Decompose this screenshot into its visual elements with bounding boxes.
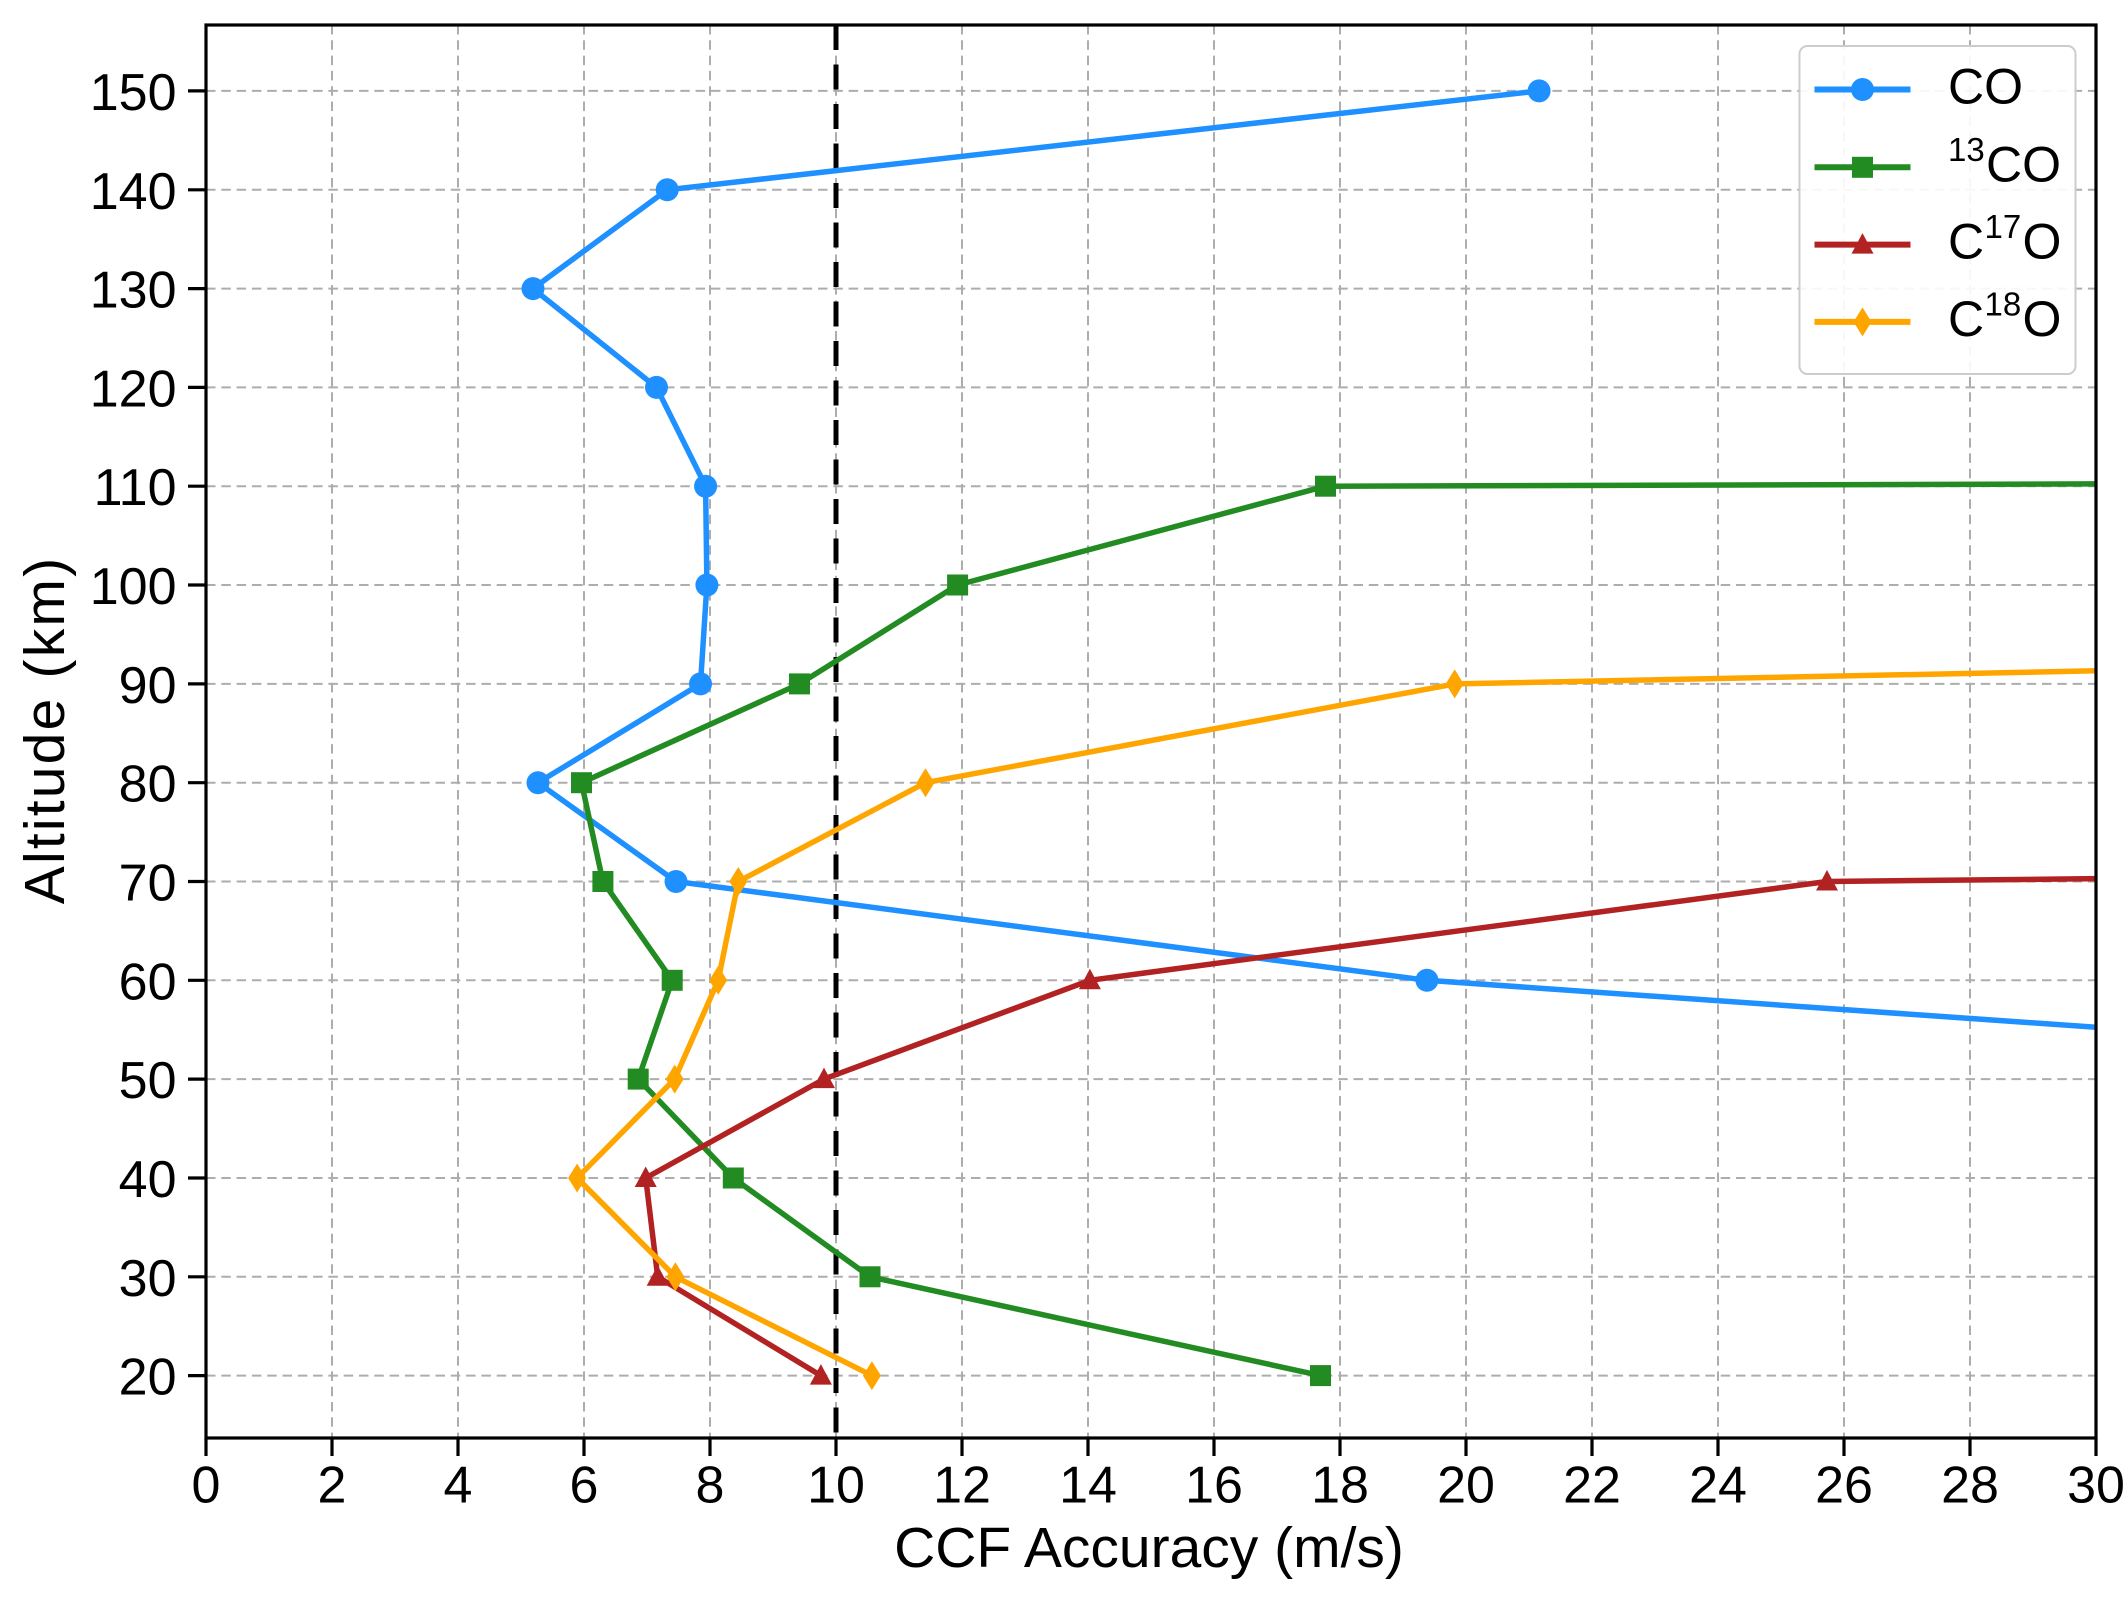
svg-text:140: 140 bbox=[90, 163, 177, 221]
svg-text:90: 90 bbox=[119, 657, 177, 715]
svg-text:CCF Accuracy (m/s): CCF Accuracy (m/s) bbox=[894, 1516, 1404, 1580]
svg-text:22: 22 bbox=[1563, 1457, 1621, 1515]
svg-text:120: 120 bbox=[90, 360, 177, 418]
svg-text:13: 13 bbox=[1948, 131, 1985, 168]
svg-text:C: C bbox=[1948, 214, 1984, 270]
svg-text:26: 26 bbox=[1815, 1457, 1873, 1515]
svg-text:30: 30 bbox=[119, 1250, 177, 1308]
svg-text:40: 40 bbox=[119, 1151, 177, 1209]
svg-text:4: 4 bbox=[444, 1457, 473, 1515]
svg-text:8: 8 bbox=[696, 1457, 725, 1515]
svg-text:16: 16 bbox=[1185, 1457, 1243, 1515]
svg-text:60: 60 bbox=[119, 953, 177, 1011]
svg-text:20: 20 bbox=[1437, 1457, 1495, 1515]
svg-text:O: O bbox=[2023, 214, 2062, 270]
svg-text:20: 20 bbox=[119, 1349, 177, 1407]
svg-text:O: O bbox=[2023, 291, 2062, 347]
svg-text:CO: CO bbox=[1986, 136, 2061, 192]
svg-text:150: 150 bbox=[90, 64, 177, 122]
svg-text:17: 17 bbox=[1985, 208, 2022, 245]
svg-text:50: 50 bbox=[119, 1052, 177, 1110]
svg-text:CO: CO bbox=[1948, 59, 2023, 115]
svg-text:110: 110 bbox=[94, 459, 177, 517]
svg-text:14: 14 bbox=[1059, 1457, 1117, 1515]
svg-text:0: 0 bbox=[192, 1457, 221, 1515]
svg-text:18: 18 bbox=[1985, 285, 2022, 322]
svg-text:C: C bbox=[1948, 291, 1984, 347]
svg-text:30: 30 bbox=[2067, 1457, 2125, 1515]
svg-text:24: 24 bbox=[1689, 1457, 1747, 1515]
svg-text:100: 100 bbox=[90, 558, 177, 616]
svg-text:12: 12 bbox=[933, 1457, 991, 1515]
svg-text:28: 28 bbox=[1941, 1457, 1999, 1515]
svg-text:2: 2 bbox=[318, 1457, 347, 1515]
svg-text:80: 80 bbox=[119, 756, 177, 814]
svg-text:70: 70 bbox=[119, 855, 177, 913]
svg-text:10: 10 bbox=[807, 1457, 865, 1515]
svg-text:130: 130 bbox=[90, 262, 177, 320]
svg-text:Altitude (km): Altitude (km) bbox=[13, 556, 77, 905]
svg-text:6: 6 bbox=[570, 1457, 599, 1515]
svg-text:18: 18 bbox=[1311, 1457, 1369, 1515]
